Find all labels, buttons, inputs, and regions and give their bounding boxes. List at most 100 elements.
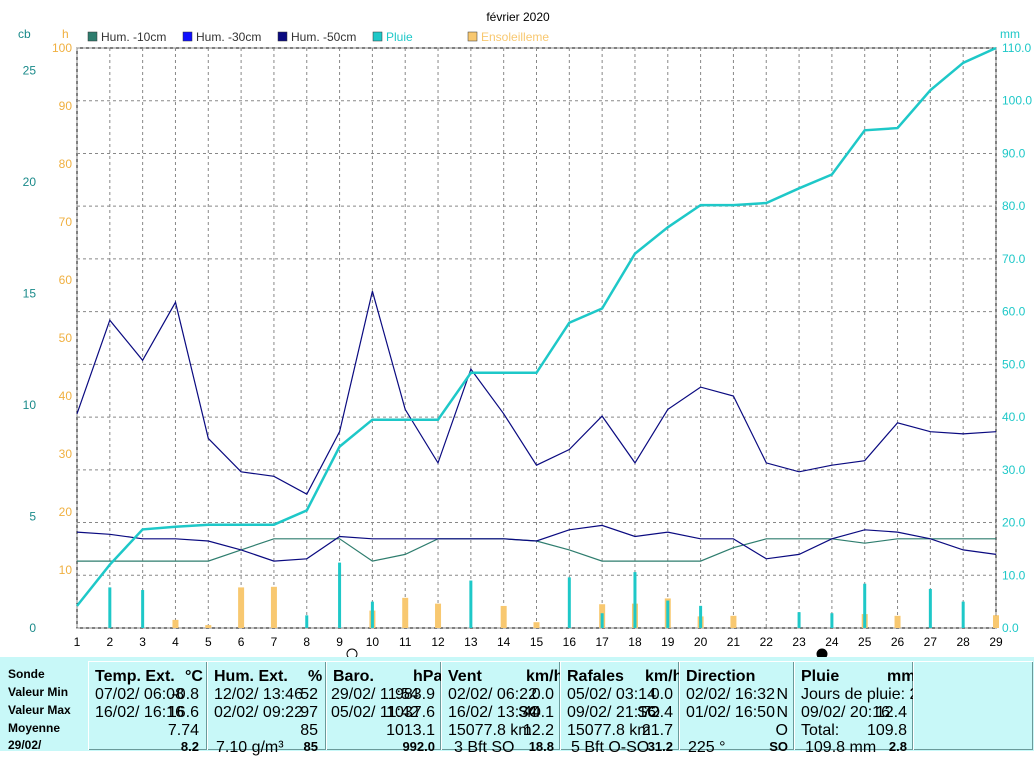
left-axis-unit-cb: cb (18, 27, 31, 41)
baro-moy: 1013.1 (386, 722, 435, 739)
stats-panel: Sonde Valeur Min Valeur Max Moyenne 29/0… (0, 657, 1034, 756)
legend-entry: Hum. -10cm (87, 30, 166, 44)
x-tick-label: 29 (989, 635, 1003, 649)
hum-max-date: 02/02/ 09:22 (214, 704, 303, 721)
hum-title: Hum. Ext. (214, 668, 288, 685)
rafales-max-date: 09/02/ 21:16 (567, 704, 656, 721)
rafales-moy: 21.7 (641, 722, 673, 739)
series-line (76, 524, 997, 562)
stats-rafales: Rafales km/h 05/02/ 03:14 0.0 09/02/ 21:… (560, 661, 682, 756)
y-h-tick-label: 90 (59, 99, 73, 113)
y-mm-tick-label: 20.0 (1002, 516, 1026, 530)
vent-title: Vent (448, 668, 482, 685)
y-h-tick-label: 10 (59, 563, 73, 577)
x-tick-label: 12 (431, 635, 445, 649)
rain-bar (633, 572, 637, 628)
rain-bar (108, 587, 112, 628)
label-sonde: Sonde (8, 667, 45, 681)
right-axis-unit-mm: mm (1000, 27, 1020, 41)
stats-vent: Vent km/h 02/02/ 06:22 0.0 16/02/ 13:34 … (441, 661, 564, 756)
vent-unit: km/h (526, 668, 564, 685)
direction-max-date: 01/02/ 16:50 (686, 704, 775, 721)
y-h-tick-label: 20 (59, 505, 73, 519)
x-tick-label: 26 (891, 635, 905, 649)
sun-bar (435, 603, 442, 628)
legend-label: Ensoleilleme (481, 30, 549, 44)
x-tick-label: 2 (106, 635, 113, 649)
rafales-min-date: 05/02/ 03:14 (567, 686, 656, 703)
x-tick-label: 10 (366, 635, 380, 649)
rain-bar (863, 583, 867, 628)
baro-unit: hPa (413, 668, 443, 685)
x-tick-label: 16 (563, 635, 577, 649)
chart-axes: 1 2 3 4 5 6 7 8 9 10 11 12 13 14 15 16 17 18 19 20 21 22 23 24 2… (23, 41, 1033, 649)
label-date: 29/02/ (8, 738, 42, 752)
rain-bar (961, 601, 965, 628)
hum-unit: % (308, 668, 323, 685)
rafales-min-val: 0.0 (650, 686, 673, 703)
rain-bar (928, 588, 932, 628)
x-tick-label: 25 (858, 635, 872, 649)
label-moyenne: Moyenne (8, 721, 61, 735)
legend-swatch (277, 31, 288, 42)
rain-bar (797, 612, 801, 628)
temp-title: Temp. Ext. (95, 668, 175, 685)
y-h-tick-label: 60 (59, 273, 73, 287)
baro-max-date: 05/02/ 11:42 (331, 704, 419, 721)
x-tick-label: 4 (172, 635, 179, 649)
sun-bar (533, 622, 540, 628)
hum-extra: 7.10 g/m³ (216, 739, 284, 756)
x-tick-label: 23 (792, 635, 806, 649)
sun-bar (730, 615, 737, 628)
y-h-tick-label: 50 (59, 331, 73, 345)
legend-label: Hum. -30cm (196, 30, 261, 44)
legend-swatch (87, 31, 98, 42)
series-line (76, 46, 997, 607)
sun-bar (205, 625, 212, 628)
moon-new-icon (816, 648, 828, 657)
direction-deg: 225 ° (688, 739, 726, 756)
y-cb-tick-label: 0 (29, 621, 36, 635)
baro-min-val: 983.9 (394, 686, 435, 703)
chart-grid (76, 47, 997, 629)
stats-temp: Temp. Ext. °C 07/02/ 06:08 -0.8 16/02/ 1… (88, 661, 207, 754)
vent-day: 18.8 (528, 739, 554, 754)
rain-bar (600, 613, 604, 628)
vent-bft: 3 Bft SO (454, 739, 515, 756)
vent-min-val: 0.0 (531, 686, 554, 703)
temp-min-val: -0.8 (171, 686, 199, 703)
sun-bar (993, 615, 999, 628)
sun-bar (172, 619, 179, 628)
direction-max-val: N (776, 704, 788, 721)
rain-bar (338, 562, 342, 628)
x-tick-label: 11 (399, 635, 412, 649)
pluie-unit: mm (887, 668, 916, 685)
vent-moy: 12.2 (522, 722, 554, 739)
y-mm-tick-label: 10.0 (1002, 568, 1026, 582)
rafales-max-val: 72.4 (641, 704, 673, 721)
vent-max-val: 44.1 (522, 704, 554, 721)
y-h-tick-label: 70 (59, 215, 73, 229)
sun-bar (238, 587, 245, 628)
baro-title: Baro. (333, 668, 374, 685)
y-mm-tick-label: 60.0 (1002, 305, 1026, 319)
y-mm-tick-label: 0.0 (1002, 621, 1019, 635)
x-tick-label: 15 (530, 635, 544, 649)
rain-bar (370, 601, 374, 628)
direction-min-date: 02/02/ 16:32 (686, 686, 775, 703)
y-h-tick-label: 100 (52, 41, 72, 55)
rafales-title: Rafales (567, 668, 624, 685)
rain-bar (567, 577, 571, 628)
moon-full-icon (346, 648, 358, 657)
legend-entry: Pluie (372, 30, 413, 44)
rain-bar (305, 615, 309, 628)
x-tick-label: 19 (661, 635, 675, 649)
legend-entry: Ensoleilleme (467, 30, 549, 44)
pluie-cumul: 109.8 mm (805, 739, 877, 756)
x-tick-label: 7 (271, 635, 278, 649)
temp-max-date: 16/02/ 16:16 (95, 704, 184, 721)
hum-min-val: 52 (300, 686, 318, 703)
x-tick-label: 27 (924, 635, 938, 649)
legend-label: Hum. -10cm (101, 30, 166, 44)
y-mm-tick-label: 70.0 (1002, 252, 1026, 266)
